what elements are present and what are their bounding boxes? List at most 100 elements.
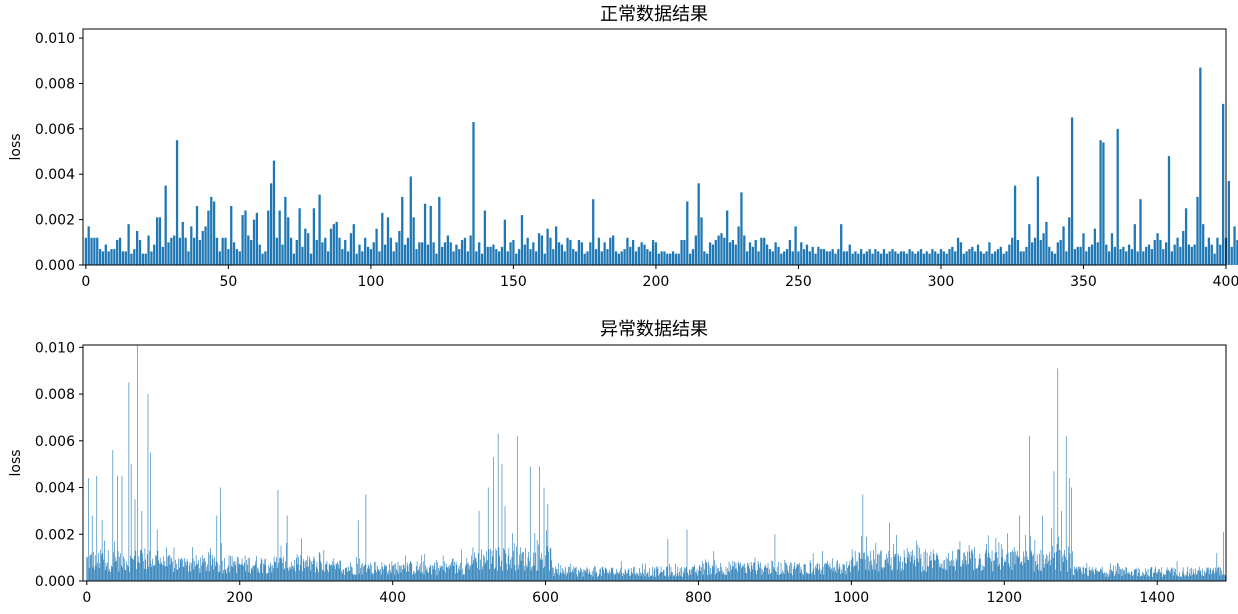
bar <box>292 253 296 265</box>
bar <box>914 559 916 581</box>
bar <box>1013 185 1017 265</box>
bar <box>1041 570 1043 581</box>
bar <box>1180 576 1182 581</box>
bar <box>1215 571 1217 581</box>
bar <box>675 576 677 581</box>
bar <box>419 563 421 581</box>
bar <box>116 240 119 265</box>
bar <box>191 563 192 581</box>
bar <box>471 563 473 581</box>
bar <box>507 556 509 581</box>
bar <box>502 570 504 581</box>
bar <box>354 574 355 581</box>
bar <box>979 553 981 581</box>
bar <box>280 545 282 581</box>
bar <box>398 230 401 265</box>
bar <box>1203 575 1205 581</box>
chart-title: 异常数据结果 <box>600 319 708 340</box>
bar <box>288 570 289 581</box>
bar <box>594 565 595 581</box>
bar <box>690 574 692 581</box>
bar <box>603 570 604 581</box>
bar <box>240 564 241 581</box>
bar <box>1139 569 1140 581</box>
bar <box>636 573 638 581</box>
bar <box>112 450 114 581</box>
bar <box>1070 568 1072 581</box>
bar <box>1114 574 1116 581</box>
bar <box>706 253 709 265</box>
bar <box>917 251 920 265</box>
bar <box>1118 574 1120 581</box>
bar <box>1112 571 1114 581</box>
bar <box>1134 568 1136 581</box>
bar <box>179 567 180 581</box>
bar <box>328 563 330 581</box>
bar <box>545 555 546 581</box>
bar <box>1236 240 1238 265</box>
bar <box>991 253 994 265</box>
bar <box>433 565 435 581</box>
bar <box>682 570 684 581</box>
bar <box>198 568 200 581</box>
bar <box>1127 573 1128 581</box>
bar <box>1120 569 1122 581</box>
bar <box>1067 571 1069 581</box>
bar <box>945 253 948 265</box>
bar <box>1107 576 1109 581</box>
bar <box>327 569 328 581</box>
bar <box>654 242 658 265</box>
bar <box>1222 574 1224 581</box>
bar <box>677 253 680 265</box>
bar <box>490 548 491 581</box>
bar <box>190 226 193 265</box>
bar <box>153 244 156 265</box>
bar <box>1002 549 1004 581</box>
bar <box>1062 226 1065 265</box>
bar <box>208 552 209 581</box>
bar <box>506 251 509 265</box>
bar <box>314 558 315 581</box>
bar <box>512 533 513 581</box>
bar <box>1095 567 1097 581</box>
bar <box>409 561 411 581</box>
bar <box>477 568 478 581</box>
bar <box>161 561 163 581</box>
bar <box>1090 244 1094 265</box>
bar <box>190 571 192 581</box>
bar <box>1160 573 1162 581</box>
bar <box>646 572 648 581</box>
bar <box>144 548 146 581</box>
bar <box>889 522 890 581</box>
bar <box>986 543 987 581</box>
bar <box>887 563 889 581</box>
bar <box>123 558 125 581</box>
bar <box>556 569 558 581</box>
bar <box>727 568 728 581</box>
bar <box>820 249 823 265</box>
bar <box>302 558 304 581</box>
bar <box>727 570 729 581</box>
bar <box>611 567 613 581</box>
bar <box>403 564 404 581</box>
bar <box>399 566 401 581</box>
bar <box>933 553 935 581</box>
bar <box>691 249 695 265</box>
bar <box>175 563 177 581</box>
bar <box>865 569 867 581</box>
bar <box>243 565 244 581</box>
bar <box>1048 246 1051 265</box>
bar <box>341 573 343 581</box>
bar <box>1174 571 1176 581</box>
bar <box>597 576 598 581</box>
bar <box>667 538 669 581</box>
bar <box>421 242 424 265</box>
bar <box>1060 571 1062 581</box>
bar <box>1217 568 1218 581</box>
bar <box>232 566 234 581</box>
bar <box>127 566 129 581</box>
bar <box>1102 142 1105 265</box>
bar <box>824 563 825 581</box>
bar <box>110 249 113 265</box>
bar <box>549 570 550 581</box>
